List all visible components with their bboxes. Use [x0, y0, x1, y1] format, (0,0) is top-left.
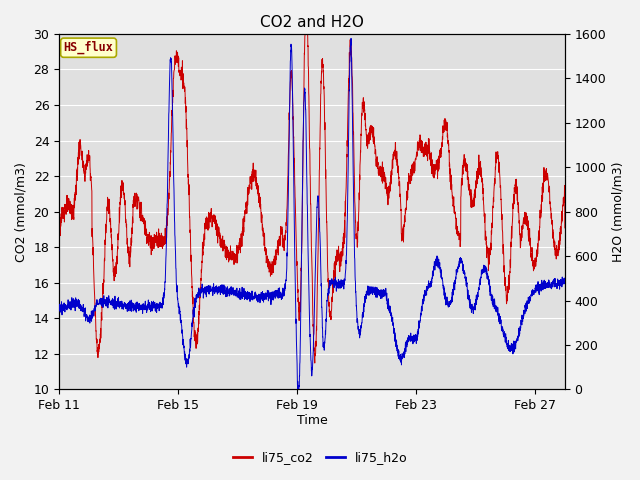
Title: CO2 and H2O: CO2 and H2O — [260, 15, 364, 30]
Y-axis label: H2O (mmol/m3): H2O (mmol/m3) — [612, 161, 625, 262]
Text: HS_flux: HS_flux — [63, 41, 113, 54]
X-axis label: Time: Time — [296, 414, 328, 427]
Y-axis label: CO2 (mmol/m3): CO2 (mmol/m3) — [15, 162, 28, 262]
Legend: li75_co2, li75_h2o: li75_co2, li75_h2o — [228, 446, 412, 469]
